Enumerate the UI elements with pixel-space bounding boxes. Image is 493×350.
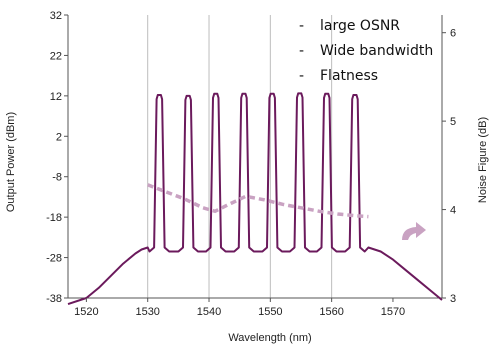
y-tick-label: 32 bbox=[50, 10, 62, 22]
y-tick-label: -8 bbox=[52, 172, 62, 184]
y2-tick-label: 4 bbox=[450, 205, 456, 217]
x-tick-label: 1530 bbox=[135, 306, 159, 318]
y2-tick-label: 6 bbox=[450, 28, 456, 40]
annotation-bullet: - bbox=[299, 18, 304, 34]
x-tick-label: 1570 bbox=[381, 306, 405, 318]
output-power-line bbox=[67, 92, 443, 306]
curved-arrow-icon bbox=[402, 222, 426, 240]
series-layer bbox=[67, 92, 443, 306]
y2-tick-label: 5 bbox=[450, 116, 456, 128]
y-tick-label: -28 bbox=[46, 253, 62, 265]
annotation-flatness: Flatness bbox=[320, 68, 378, 84]
axis-layer bbox=[67, 15, 443, 299]
y-tick-label: 22 bbox=[50, 50, 62, 62]
y-axis-title: Output Power (dBm) bbox=[5, 112, 17, 212]
annotation-wide-bandwidth: Wide bandwidth bbox=[320, 43, 433, 59]
y-tick-label: 2 bbox=[56, 131, 62, 143]
grid-layer bbox=[147, 15, 333, 298]
y-tick-label: 12 bbox=[50, 91, 62, 103]
annotation-bullet: - bbox=[299, 43, 304, 59]
y-tick-label: -38 bbox=[46, 293, 62, 305]
noise-figure-line bbox=[147, 183, 369, 219]
x-tick-label: 1560 bbox=[319, 306, 343, 318]
y2-axis-title: Noise Figure (dB) bbox=[477, 117, 489, 203]
x-tick-label: 1550 bbox=[258, 306, 282, 318]
annotation-large-osnr: large OSNR bbox=[320, 18, 400, 34]
annotation-bullet: - bbox=[299, 68, 304, 84]
tick-layer: -38 -28 -18 -8 2 12 22 32 1520 1530 1540 1550 1560 15… bbox=[46, 10, 456, 318]
y2-tick-label: 3 bbox=[450, 293, 456, 305]
x-tick-label: 1520 bbox=[74, 306, 98, 318]
y-tick-label: -18 bbox=[46, 212, 62, 224]
x-axis-title: Wavelength (nm) bbox=[228, 332, 311, 344]
x-tick-label: 1540 bbox=[197, 306, 221, 318]
annotation-list: - large OSNR - Wide bandwidth - Flatness bbox=[299, 18, 433, 84]
